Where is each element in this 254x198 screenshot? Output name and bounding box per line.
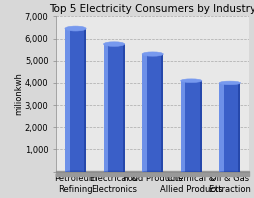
Ellipse shape: [103, 170, 124, 173]
Title: Top 5 Electricity Consumers by Industry: Top 5 Electricity Consumers by Industry: [49, 4, 254, 14]
Bar: [122, 44, 124, 172]
Bar: [141, 54, 163, 172]
Bar: [84, 29, 86, 172]
Bar: [103, 44, 124, 172]
Ellipse shape: [218, 171, 240, 172]
Ellipse shape: [65, 170, 86, 173]
Ellipse shape: [141, 171, 163, 173]
Ellipse shape: [65, 26, 86, 31]
Bar: [65, 29, 69, 172]
Bar: [180, 81, 201, 172]
Ellipse shape: [218, 81, 240, 85]
Bar: [180, 81, 185, 172]
Bar: [56, 171, 248, 176]
Ellipse shape: [141, 52, 163, 56]
Bar: [141, 54, 146, 172]
Ellipse shape: [180, 79, 201, 83]
Bar: [218, 83, 223, 172]
Bar: [218, 83, 240, 172]
Bar: [103, 44, 108, 172]
Ellipse shape: [180, 171, 201, 172]
Bar: [199, 81, 201, 172]
Bar: [65, 29, 86, 172]
Bar: [161, 54, 163, 172]
Y-axis label: milionkwh: milionkwh: [14, 72, 23, 115]
Bar: [237, 83, 240, 172]
Ellipse shape: [103, 42, 124, 46]
